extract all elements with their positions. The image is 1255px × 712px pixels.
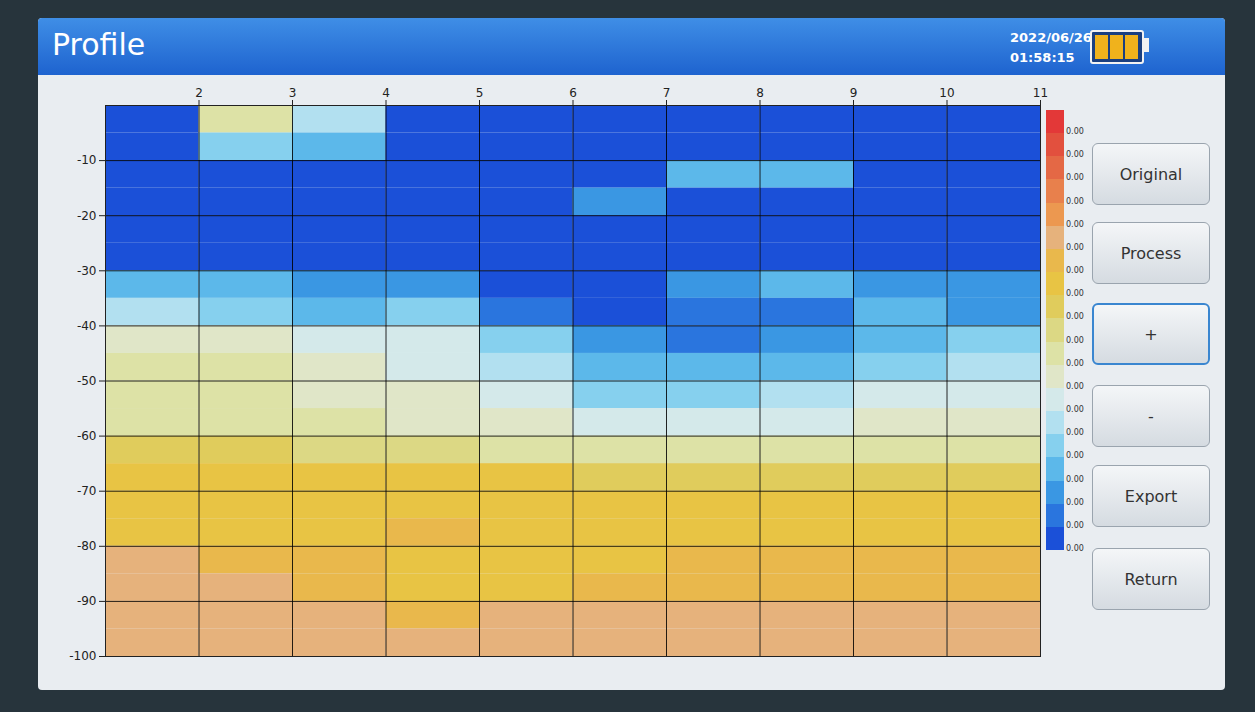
html-text:0.00: 0.00	[1066, 150, 1084, 160]
svg-text:8: 8	[756, 86, 764, 100]
html-text:0.00: 0.00	[1066, 289, 1084, 299]
html-text:0.00: 0.00	[1066, 358, 1084, 368]
html-text:Export: Export	[1124, 486, 1178, 506]
svg-text:2: 2	[195, 86, 203, 100]
svg-text:-20: -20	[77, 209, 97, 223]
html-text:0.00: 0.00	[1066, 428, 1084, 438]
svg-text:7: 7	[663, 86, 671, 100]
html-text:2022/06/26: 2022/06/26	[1010, 30, 1092, 45]
html-text:0.00: 0.00	[1066, 381, 1084, 391]
svg-text:-30: -30	[77, 264, 97, 278]
html-text:Original: Original	[1119, 164, 1183, 184]
html-text:0.00: 0.00	[1066, 335, 1084, 345]
html-text:Return: Return	[1124, 569, 1178, 589]
html-text:0.00: 0.00	[1066, 219, 1084, 229]
html-text:0.00: 0.00	[1066, 474, 1084, 484]
svg-text:6: 6	[569, 86, 577, 100]
svg-text:4: 4	[382, 86, 390, 100]
svg-text:10: 10	[939, 86, 954, 100]
svg-text:-40: -40	[77, 319, 97, 333]
svg-text:-10: -10	[77, 153, 97, 167]
html-text:0.00: 0.00	[1066, 173, 1084, 183]
html-text:0.00: 0.00	[1066, 520, 1084, 530]
html-text:Profile: Profile	[52, 27, 146, 62]
html-text:0.00: 0.00	[1066, 312, 1084, 322]
svg-text:-50: -50	[77, 374, 97, 388]
html-text:01:58:15: 01:58:15	[1010, 50, 1075, 65]
svg-text:5: 5	[476, 86, 484, 100]
svg-text:-90: -90	[77, 594, 97, 608]
svg-text:9: 9	[850, 86, 858, 100]
html-text:Process: Process	[1120, 243, 1182, 263]
svg-text:-100: -100	[69, 649, 96, 663]
svg-text:-70: -70	[77, 484, 97, 498]
svg-text:3: 3	[289, 86, 297, 100]
svg-text:-60: -60	[77, 429, 97, 443]
html-text:0.00: 0.00	[1066, 266, 1084, 276]
svg-text:11: 11	[1033, 86, 1048, 100]
html-text:0.00: 0.00	[1066, 405, 1084, 414]
html-text:0.00: 0.00	[1066, 544, 1084, 553]
html-text:0.00: 0.00	[1066, 127, 1084, 137]
html-text:0.00: 0.00	[1066, 196, 1084, 206]
html-text:0.00: 0.00	[1066, 451, 1084, 461]
html-text:0.00: 0.00	[1066, 497, 1084, 507]
html-text:0.00: 0.00	[1066, 242, 1084, 252]
svg-text:-80: -80	[77, 539, 97, 553]
